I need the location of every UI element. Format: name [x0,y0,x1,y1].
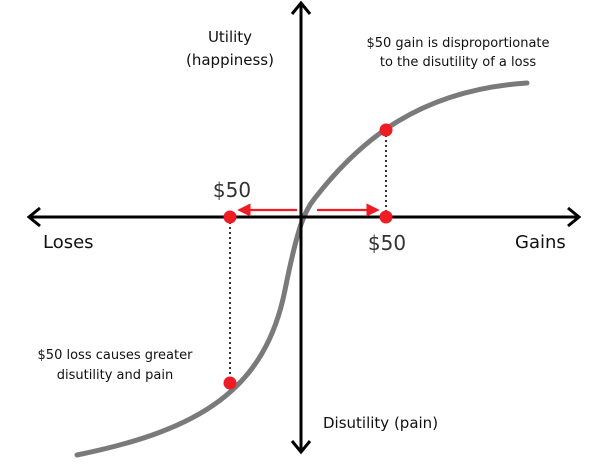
gain-annotation-line2: to the disutility of a loss [380,55,536,70]
x-axis-right-arrowhead [567,206,582,228]
y-axis-top-arrowhead [290,0,312,15]
x-axis-left-arrowhead [26,206,41,228]
gain-amount-label: $50 [368,231,406,255]
x-axis-label-left: Loses [43,232,94,253]
loss-disutility-marker [223,376,237,390]
y-axis-bottom-arrowhead [290,440,312,455]
y-axis-label-top-line1: Utility [208,28,252,46]
x-axis-label-right: Gains [515,232,566,253]
y-axis-label-top-line2: (happiness) [186,51,274,69]
y-axis-label-bottom: Disutility (pain) [323,414,438,432]
gain-axis-marker [379,210,393,224]
gain-utility-marker [379,123,393,137]
gain-annotation-line1: $50 gain is disproportionate [366,36,549,51]
loss-amount-label: $50 [213,178,251,202]
loss-annotation-line1: $50 loss causes greater [38,348,194,363]
loss-axis-marker [223,210,237,224]
loss-annotation-line2: disutility and pain [57,368,173,383]
